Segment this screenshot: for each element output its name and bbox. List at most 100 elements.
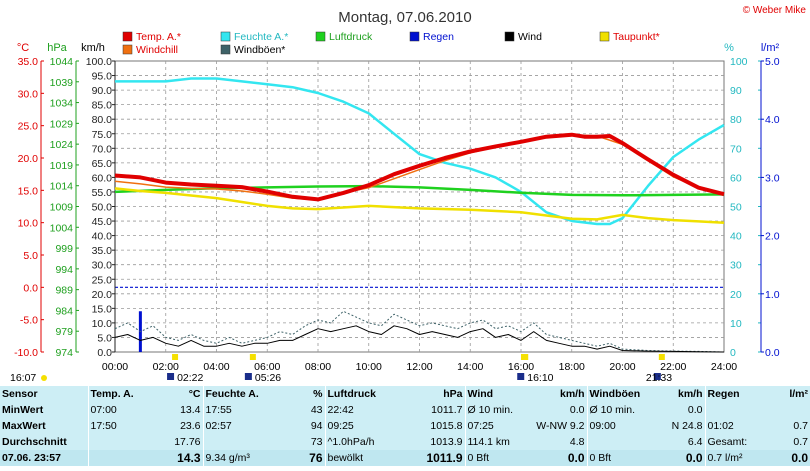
unit-rain: l/m² xyxy=(761,42,780,54)
x-tick-label: 12:00 xyxy=(406,361,432,373)
wind-axis-tick-label: 60.0 xyxy=(92,172,113,184)
summary-cell: 07:25 xyxy=(464,418,527,434)
summary-cell: km/h xyxy=(647,386,705,402)
moon-icon xyxy=(244,373,252,380)
summary-cell: Temp. A. xyxy=(87,386,138,402)
series-line xyxy=(114,184,725,197)
summary-cell: ^1.0hPa/h xyxy=(324,434,387,450)
wind-axis-tick-label: 100.0 xyxy=(86,56,112,68)
unit-pressure: hPa xyxy=(47,42,67,54)
summary-cell: Sensor xyxy=(0,386,88,402)
summary-cell: Regen xyxy=(704,386,765,402)
wind-axis-tick-label: 20.0 xyxy=(92,289,113,301)
summary-cell: Ø 10 min. xyxy=(464,402,527,418)
temp-axis-tick-label: -5.0 xyxy=(20,315,38,327)
summary-cell: 09:25 xyxy=(324,418,387,434)
summary-cell: 22:42 xyxy=(324,402,387,418)
summary-cell: 07:00 xyxy=(87,402,138,418)
wind-axis-tick-label: 95.0 xyxy=(92,71,113,83)
legend-label: Luftdruck xyxy=(329,31,373,43)
summary-cell: 76 xyxy=(265,450,325,466)
legend-swatch xyxy=(599,31,610,42)
series-line xyxy=(115,77,725,226)
marker-label: 16:07 xyxy=(10,372,36,384)
summary-cell: bewölkt xyxy=(324,450,387,466)
summary-cell: 09:00 xyxy=(586,418,647,434)
legend-label: Windchill xyxy=(136,44,178,56)
summary-row: MaxWert 17:50 23.6 02:57 94 09:25 1015.8 07:25 W… xyxy=(0,418,810,434)
time-markers: 16:07 02:22 05:26 16:10 21:33 xyxy=(10,354,672,384)
wind-axis-tick-label: 90.0 xyxy=(92,85,113,97)
summary-cell: % xyxy=(265,386,325,402)
wind-axis-tick-label: 85.0 xyxy=(92,100,113,112)
pressure-axis-tick-label: 984 xyxy=(55,305,73,317)
legend-label: Temp. A.* xyxy=(136,31,181,43)
x-tick-label: 14:00 xyxy=(457,361,483,373)
temp-axis-tick-label: 35.0 xyxy=(18,56,39,68)
rain-axis-tick-label: 0.0 xyxy=(765,347,780,359)
summary-cell: Feuchte A. xyxy=(202,386,265,402)
summary-cell: 0.0 xyxy=(647,402,705,418)
pressure-axis-tick-label: 1019 xyxy=(50,160,74,172)
pressure-axis-tick-label: 994 xyxy=(55,264,73,276)
unit-temp: °C xyxy=(17,42,29,54)
summary-cell: Durchschnitt xyxy=(0,434,88,450)
rain-axis-tick-label: 4.0 xyxy=(765,114,780,126)
humidity-axis-tick-label: 10 xyxy=(730,318,742,330)
wind-axis-tick-label: 65.0 xyxy=(92,158,113,170)
series-line xyxy=(114,132,725,202)
humidity-axis-tick-label: 80 xyxy=(730,114,742,126)
series-line xyxy=(114,310,725,353)
wind-axis-tick-label: 75.0 xyxy=(92,129,113,141)
x-tick-label: 16:00 xyxy=(508,361,534,373)
wind-axis-tick-label: 25.0 xyxy=(92,274,113,286)
summary-cell xyxy=(704,402,765,418)
summary-cell: 0.0 xyxy=(647,450,705,466)
summary-table: Sensor Temp. A. °C Feuchte A.% Luftdruck hPa W… xyxy=(0,386,810,466)
summary-cell: 94 xyxy=(265,418,325,434)
summary-cell: l/m² xyxy=(765,386,810,402)
humidity-axis-tick-label: 90 xyxy=(730,85,742,97)
humidity-axis-tick-label: 50 xyxy=(730,202,742,214)
summary-cell: Gesamt: xyxy=(704,434,765,450)
summary-cell xyxy=(87,450,138,466)
summary-cell: 0 Bft xyxy=(586,450,647,466)
summary-cell: km/h xyxy=(527,386,587,402)
summary-cell: 0.7 l/m² xyxy=(704,450,765,466)
pressure-axis-tick-label: 1009 xyxy=(50,202,74,214)
moon-icon xyxy=(517,373,525,380)
summary-cell: 0 Bft xyxy=(464,450,527,466)
x-tick-label: 06:00 xyxy=(254,361,280,373)
wind-axis-tick-label: 10.0 xyxy=(92,318,113,330)
x-tick-label: 22:00 xyxy=(660,361,686,373)
summary-cell: MaxWert xyxy=(0,418,88,434)
summary-cell: 17.76 xyxy=(138,434,203,450)
sun-marker-icon xyxy=(658,354,665,360)
summary-cell: 73 xyxy=(265,434,325,450)
summary-cell: 07.06. 23:57 xyxy=(0,450,88,466)
pressure-axis-tick-label: 1044 xyxy=(50,56,74,68)
humidity-axis-tick-label: 0 xyxy=(730,347,736,359)
weather-chart: Montag, 07.06.2010 © Weber Mike °C hPa k… xyxy=(10,5,807,384)
wind-axis-tick-label: 55.0 xyxy=(92,187,113,199)
summary-cell: °C xyxy=(138,386,203,402)
credit-label: © Weber Mike xyxy=(743,5,807,16)
wind-axis-tick-label: 0.0 xyxy=(97,347,112,359)
legend-label: Taupunkt* xyxy=(613,31,660,43)
series-layer xyxy=(114,77,725,353)
summary-row: Durchschnitt 17.76 73 ^1.0hPa/h 1013.9 114.1 … xyxy=(0,434,810,450)
marker-label: 02:22 xyxy=(177,372,203,384)
legend-swatch xyxy=(220,31,231,42)
summary-cell: 1011.7 xyxy=(387,402,465,418)
summary-cell: 4.8 xyxy=(527,434,587,450)
marker-label: 21:33 xyxy=(646,372,672,384)
summary-row: MinWert 07:00 13.4 17:55 43 22:42 1011.7 Ø 10 m… xyxy=(0,402,810,418)
chart-title: Montag, 07.06.2010 xyxy=(338,9,471,26)
humidity-axis-tick-label: 70 xyxy=(730,143,742,155)
wind-axis-tick-label: 45.0 xyxy=(92,216,113,228)
temp-axis-tick-label: 25.0 xyxy=(18,121,39,133)
x-tick-label: 24:00 xyxy=(711,361,737,373)
summary-cell xyxy=(202,434,265,450)
humidity-axis-tick-label: 30 xyxy=(730,260,742,272)
pressure-axis-tick-label: 1029 xyxy=(50,118,74,130)
